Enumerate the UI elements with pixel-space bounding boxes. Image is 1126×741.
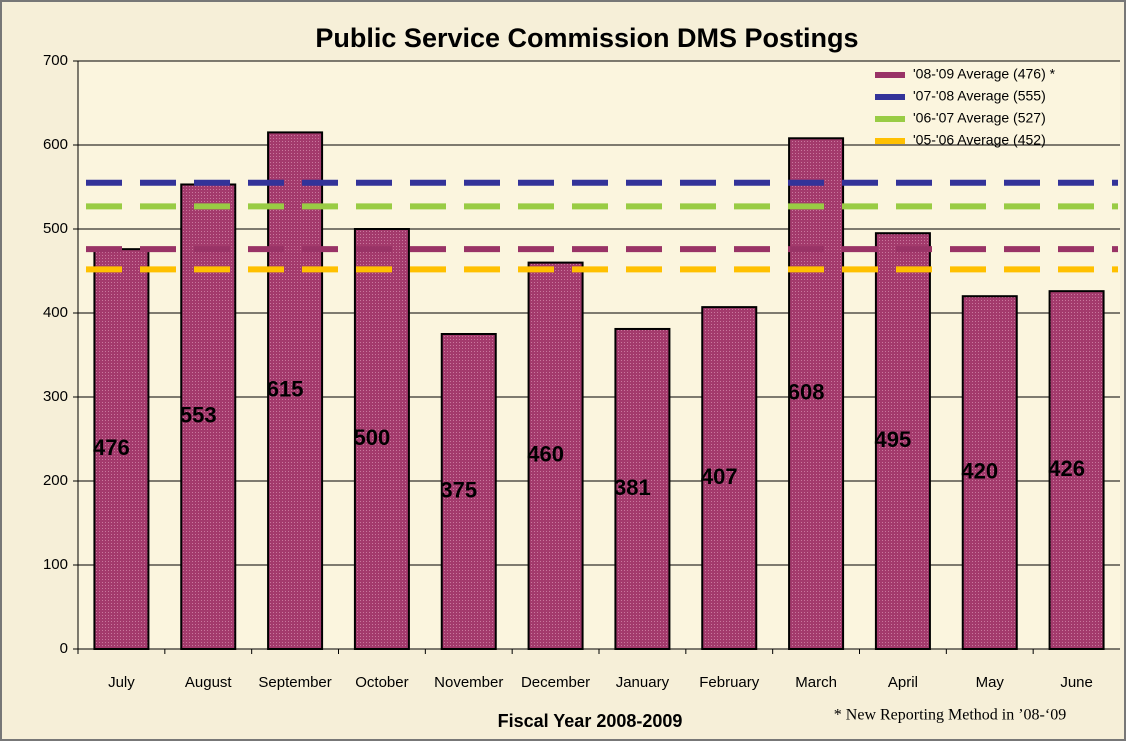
x-tick-label: December <box>521 674 590 691</box>
data-label: 407 <box>701 464 738 489</box>
plot-area <box>78 61 1120 649</box>
data-label: 615 <box>267 377 304 402</box>
data-label: 495 <box>875 427 912 452</box>
x-tick-label: August <box>185 674 233 691</box>
legend: '08-'09 Average (476) * '07-'08 Average (… <box>875 66 1056 148</box>
bar <box>440 333 497 650</box>
x-tick-label: September <box>258 674 331 691</box>
bar <box>93 248 150 650</box>
bar <box>180 183 237 650</box>
chart-title: Public Service Commission DMS Postings <box>315 23 858 53</box>
y-tick-label: 200 <box>43 472 68 489</box>
y-tick-label: 300 <box>43 388 68 405</box>
legend-label: '06-'07 Average (527) <box>913 110 1046 126</box>
data-label: 375 <box>440 477 477 502</box>
data-label: 426 <box>1048 456 1085 481</box>
data-label: 420 <box>961 458 998 483</box>
data-label: 500 <box>354 425 391 450</box>
x-tick-label: April <box>888 674 918 691</box>
bar <box>961 295 1018 650</box>
x-tick-label: January <box>616 674 670 691</box>
bar <box>267 131 324 650</box>
data-label: 460 <box>527 442 564 467</box>
legend-label: '07-'08 Average (555) <box>913 88 1046 104</box>
bars <box>93 131 1105 650</box>
reference-lines <box>86 179 1118 273</box>
bar <box>1048 290 1105 650</box>
x-axis-title: Fiscal Year 2008-2009 <box>498 711 683 731</box>
x-tick-label: February <box>699 674 760 691</box>
data-label: 476 <box>93 435 130 460</box>
x-tick-label: July <box>108 674 135 691</box>
data-label: 608 <box>788 379 825 404</box>
labels: 0 100 200 300 400 500 600 700 July 476 August 553 Se… <box>43 52 1093 691</box>
annotation: * New Reporting Method in ’08-‘09 <box>834 707 1066 724</box>
bar <box>788 137 845 650</box>
x-tick-label: May <box>976 674 1005 691</box>
legend-label: '05-'06 Average (452) <box>913 132 1046 148</box>
bar <box>701 306 758 650</box>
x-tick-label: June <box>1060 674 1093 691</box>
bar <box>527 261 584 650</box>
y-tick-label: 700 <box>43 52 68 69</box>
x-tick-label: March <box>795 674 837 691</box>
x-tick-label: November <box>434 674 503 691</box>
y-tick-label: 600 <box>43 136 68 153</box>
legend-label: '08-'09 Average (476) * <box>913 66 1056 82</box>
data-label: 553 <box>180 403 217 428</box>
bar <box>353 228 410 650</box>
x-tick-label: October <box>355 674 408 691</box>
y-tick-label: 500 <box>43 220 68 237</box>
y-tick-label: 0 <box>60 640 68 657</box>
grid <box>73 60 1120 654</box>
y-tick-label: 100 <box>43 556 68 573</box>
y-tick-label: 400 <box>43 304 68 321</box>
bar <box>614 327 671 650</box>
data-label: 381 <box>614 475 651 500</box>
bar <box>874 232 931 650</box>
